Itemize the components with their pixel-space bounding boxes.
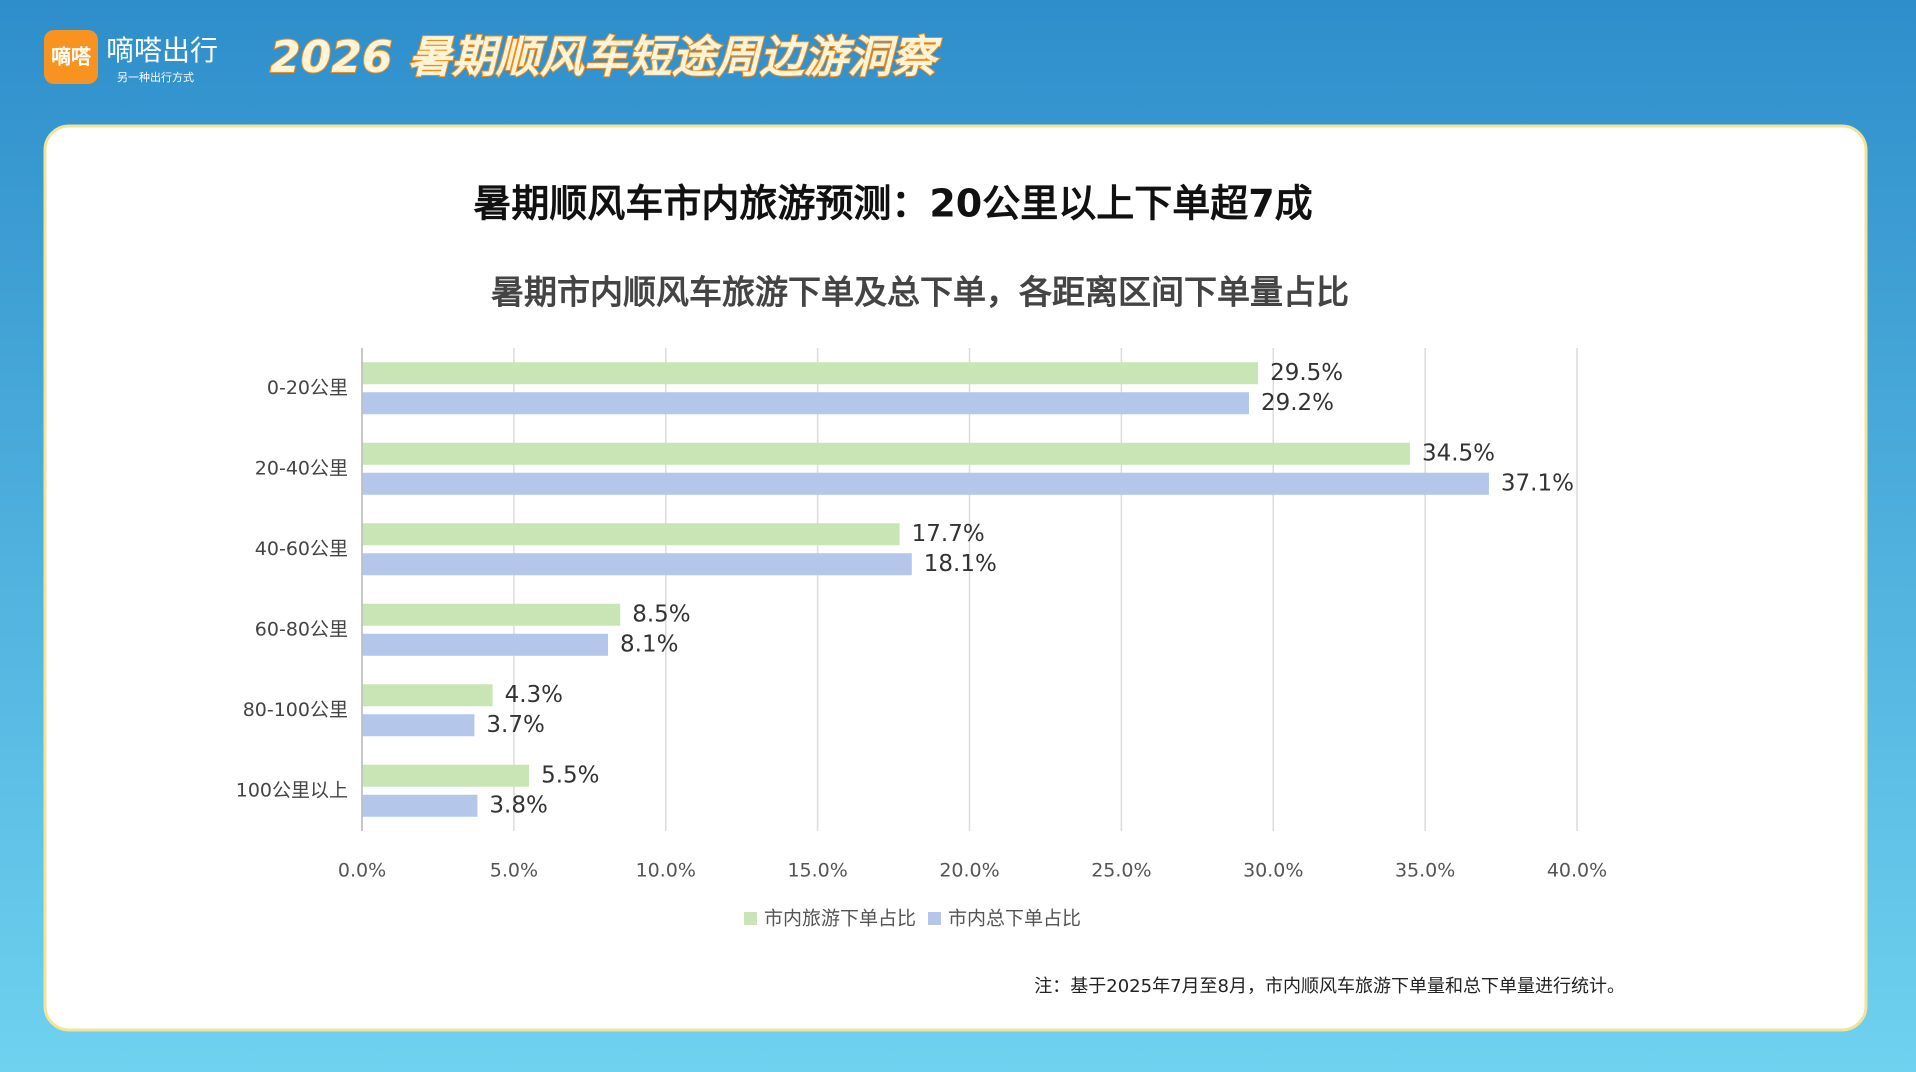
logo-badge [44,30,98,84]
value-label: 18.1% [924,551,997,577]
banner-title: 2026 暑期顺风车短途周边游洞察 [270,32,943,83]
y-tick-label: 80-100公里 [243,699,348,721]
value-label: 17.7% [912,521,985,547]
x-tick-label: 40.0% [1547,860,1607,882]
legend-label: 市内总下单占比 [948,908,1081,930]
value-label: 3.7% [486,712,544,738]
x-tick-label: 20.0% [939,860,999,882]
legend-marker [928,912,942,925]
value-label: 29.5% [1270,360,1343,386]
x-tick-label: 30.0% [1243,860,1303,882]
value-label: 3.8% [489,792,547,818]
bar [362,523,900,546]
x-tick-label: 5.0% [490,860,538,882]
bar [362,392,1249,415]
brand: 嘀嗒出行 [106,34,218,67]
value-label: 34.5% [1422,440,1495,466]
chart-title: 暑期顺风车市内旅游预测：20公里以上下单超7成 [473,182,1312,226]
legend-marker [744,912,757,925]
x-tick-label: 10.0% [636,860,696,882]
legend-label: 市内旅游下单占比 [764,908,916,930]
bar [362,633,609,656]
card [43,124,1868,1032]
bar [362,442,1410,465]
bar [362,684,493,707]
bar [362,714,475,737]
y-tick-label: 20-40公里 [255,457,348,479]
value-label: 4.3% [505,682,563,708]
value-label: 37.1% [1501,470,1574,496]
bar [362,362,1259,385]
bar [362,603,621,626]
y-tick-label: 100公里以上 [236,779,348,801]
bar [362,794,478,817]
value-label: 29.2% [1261,390,1334,416]
chart-subtitle: 暑期市内顺风车旅游下单及总下单，各距离区间下单量占比 [491,273,1349,312]
note: 注：基于2025年7月至8月，市内顺风车旅游下单量和总下单量进行统计。 [1034,976,1625,997]
bar [362,472,1489,495]
y-tick-label: 0-20公里 [267,377,348,399]
y-tick-label: 60-80公里 [255,618,348,640]
y-tick-label: 40-60公里 [255,538,348,560]
x-tick-label: 15.0% [787,860,847,882]
bar [362,553,912,576]
slogan: 另一种出行方式 [117,70,194,84]
x-tick-label: 0.0% [338,860,386,882]
value-label: 5.5% [541,762,599,788]
logo-text: 嘀嗒 [51,45,92,69]
x-tick-label: 25.0% [1091,860,1151,882]
value-label: 8.1% [620,631,678,657]
bar [362,764,530,787]
x-tick-label: 35.0% [1395,860,1455,882]
value-label: 8.5% [632,601,690,627]
